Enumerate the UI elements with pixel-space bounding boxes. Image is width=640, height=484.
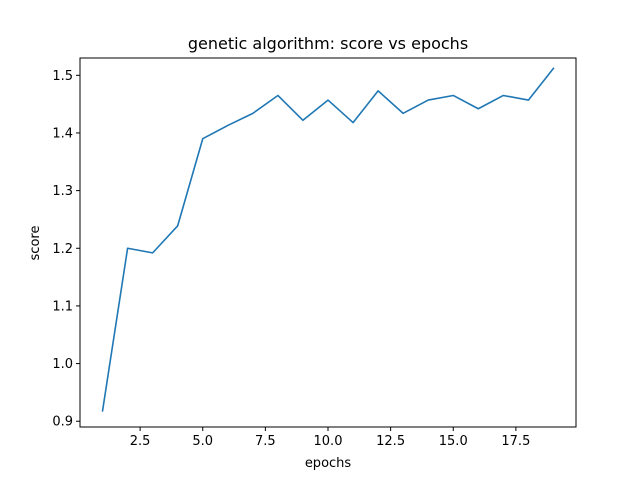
x-tick-label: 10.0: [314, 434, 343, 449]
y-tick-label: 1.3: [52, 184, 73, 199]
x-tick-label: 5.0: [192, 434, 213, 449]
axis-ticks: 2.5 5.0 7.5 10.0 12.5 15.0 17.5 0.9 1.0 1.1 1.2 1.3…: [52, 69, 530, 449]
y-tick-label: 1.5: [52, 69, 73, 84]
plot-area: [101, 67, 555, 412]
y-tick-label: 0.9: [52, 415, 73, 430]
x-tick-label: 2.5: [130, 434, 151, 449]
x-tick-label: 12.5: [376, 434, 405, 449]
x-tick-label: 15.0: [439, 434, 468, 449]
axes-frame: [79, 57, 577, 428]
y-tick-label: 1.1: [52, 299, 73, 314]
chart-title: genetic algorithm: score vs epochs: [188, 34, 468, 53]
x-tick-label: 7.5: [255, 434, 276, 449]
y-axis-label: score: [28, 226, 43, 261]
series-line: [101, 67, 555, 412]
x-tick-label: 17.5: [501, 434, 530, 449]
y-tick-label: 1.4: [52, 126, 73, 141]
y-tick-label: 1.0: [52, 357, 73, 372]
x-axis-label: epochs: [305, 456, 352, 471]
y-tick-label: 1.2: [52, 242, 73, 257]
